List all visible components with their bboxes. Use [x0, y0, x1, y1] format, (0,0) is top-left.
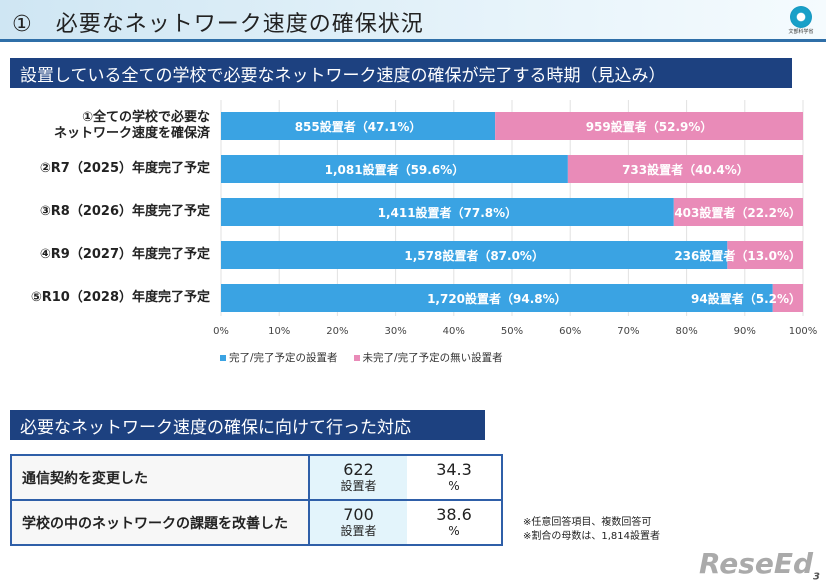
bar-segment: [772, 284, 803, 312]
percent: 34.3: [436, 459, 472, 479]
stacked-bar-chart: 0% 10% 20% 30% 40% 50% 60% 70% 80% 90% 100% 855設置者（…: [213, 100, 818, 337]
bar-segment: [221, 241, 728, 269]
bar-segment: [567, 155, 803, 183]
x-tick-label: 40%: [443, 326, 465, 337]
count: 622: [343, 459, 374, 479]
notes: ※任意回答項目、複数回答可 ※割合の母数は、1,814設置者: [523, 517, 661, 542]
bar-segment: [221, 284, 773, 312]
x-tick-label: 80%: [675, 326, 697, 337]
category-label: ④R9（2027）年度完了予定: [39, 247, 210, 262]
watermark-logo: ReseEd3: [699, 547, 820, 583]
data-label: 1,578設置者（87.0%）: [404, 248, 544, 263]
data-label: 1,720設置者（94.8%）: [427, 291, 567, 306]
x-tick-label: 90%: [734, 326, 756, 337]
x-tick-label: 10%: [268, 326, 290, 337]
section-title-completion: 設置している全ての学校で必要なネットワーク速度の確保が完了する時期（見込み）: [10, 58, 792, 88]
page-header: ① 必要なネットワーク速度の確保状況 文部科学省: [0, 0, 826, 42]
category-label: ②R7（2025）年度完了予定: [39, 161, 210, 176]
row-label: 学校の中のネットワークの課題を改善した: [10, 499, 310, 546]
x-tick-label: 70%: [617, 326, 639, 337]
category-label: ③R8（2026）年度完了予定: [39, 204, 210, 219]
data-label: 1,081設置者（59.6%）: [325, 162, 465, 177]
data-label: 733設置者（40.4%）: [622, 162, 749, 177]
bar-segment: [221, 155, 568, 183]
x-tick-label: 0%: [213, 326, 229, 337]
bar-segment: [221, 198, 674, 226]
count: 700: [343, 504, 374, 524]
bar-segment: [495, 112, 803, 140]
x-tick-label: 100%: [789, 326, 818, 337]
section-title-actions: 必要なネットワーク速度の確保に向けて行った対応: [10, 410, 485, 440]
x-tick-label: 20%: [326, 326, 348, 337]
ministry-logo: 文部科学省: [786, 2, 816, 35]
category-label: ①全ての学校で必要な ネットワーク速度を確保済: [53, 110, 210, 141]
chart-legend: 完了/完了予定の設置者 未完了/完了予定の無い設置者: [220, 350, 503, 365]
percent: 38.6: [436, 504, 472, 524]
row-label: 通信契約を変更した: [10, 454, 310, 501]
page-title: ① 必要なネットワーク速度の確保状況: [12, 12, 424, 37]
category-label: ⑤R10（2028）年度完了予定: [30, 290, 210, 305]
legend-item-complete: 完了/完了予定の設置者: [220, 350, 338, 365]
actions-table: 通信契約を変更した 622 設置者 34.3% 学校の中のネットワークの課題を改善…: [10, 454, 503, 546]
x-tick-label: 50%: [501, 326, 523, 337]
legend-item-incomplete: 未完了/完了予定の無い設置者: [353, 350, 503, 365]
bar-segment: [727, 241, 803, 269]
bar-segment: [673, 198, 803, 226]
data-label: 1,411設置者（77.8%）: [378, 205, 518, 220]
data-label: 236設置者（13.0%）: [674, 248, 801, 263]
data-label: 959設置者（52.9%）: [586, 119, 713, 134]
bar-segment: [221, 112, 496, 140]
x-tick-label: 60%: [559, 326, 581, 337]
data-label: 855設置者（47.1%）: [295, 119, 422, 134]
x-tick-label: 30%: [384, 326, 406, 337]
table-row: 通信契約を変更した 622 設置者 34.3%: [10, 454, 503, 501]
table-row: 学校の中のネットワークの課題を改善した 700 設置者 38.6%: [10, 499, 503, 546]
data-label: 403設置者（22.2%）: [674, 205, 801, 220]
data-label: 94設置者（5.2%）: [691, 291, 801, 306]
